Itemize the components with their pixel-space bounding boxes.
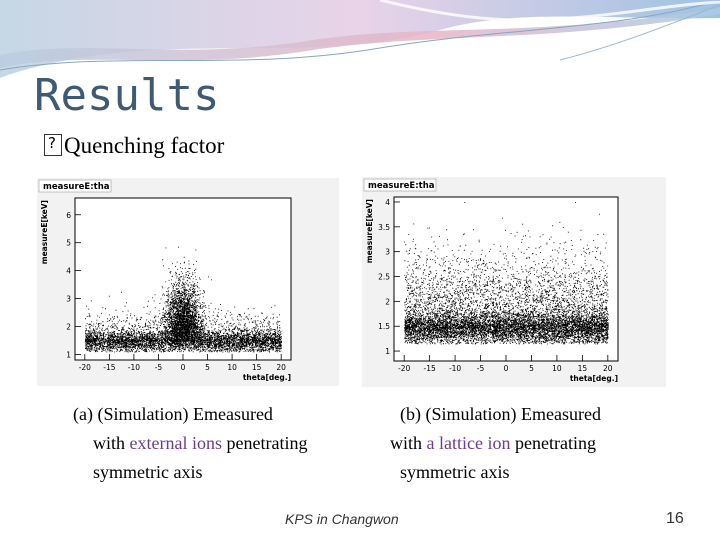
x-axis-label: theta[deg.]	[570, 374, 618, 383]
caption-right-line3: symmetric axis	[400, 462, 510, 482]
y-axis-label: measureE[keV]	[40, 200, 49, 264]
x-axis-label: theta[deg.]	[243, 373, 291, 382]
x-tick-label: -20	[398, 364, 410, 373]
x-tick-label: -5	[477, 364, 485, 373]
caption-right-line1: (b) (Simulation) Emeasured	[400, 404, 601, 424]
y-tick-label: 2	[385, 297, 390, 306]
x-tick-label: 20	[276, 363, 286, 372]
x-tick-label: 10	[227, 363, 237, 372]
x-tick-label: 0	[181, 363, 186, 372]
scatter-points	[404, 202, 609, 345]
x-tick-label: -20	[79, 363, 91, 372]
y-tick-label: 4	[385, 198, 390, 207]
caption-left-line3: symmetric axis	[93, 462, 203, 482]
page-number: 16	[666, 510, 684, 527]
y-tick-label: 5	[66, 239, 71, 248]
caption-right: (b) (Simulation) Emeasured with a lattic…	[390, 400, 601, 487]
y-tick-label: 4	[66, 267, 71, 276]
y-tick-label: 6	[66, 211, 71, 220]
bullet-text: Quenching factor	[64, 133, 225, 158]
slide-title: Results	[34, 70, 220, 121]
x-tick-label: -10	[449, 364, 461, 373]
x-tick-label: 15	[578, 364, 588, 373]
caption-left: (a) (Simulation) Emeasured with external…	[73, 400, 307, 487]
plot-title: measureE:tha	[368, 181, 435, 191]
header-swoosh-banner	[0, 0, 720, 78]
bullet-item: Quenching factor	[44, 133, 224, 159]
plot-title-box	[38, 179, 112, 193]
plot-a: measureE:tha -20 -15 -10 -5 0 5 10 15 20 1 2 3 4 5 6 the…	[37, 178, 339, 386]
footer-text: KPS in Changwon	[285, 511, 399, 527]
y-tick-label: 3	[66, 295, 71, 304]
y-tick-label: 1	[66, 350, 71, 359]
plot-title: measureE:tha	[43, 182, 110, 192]
y-tick-label: 2.5	[378, 273, 390, 282]
x-tick-label: 15	[252, 363, 262, 372]
caption-left-line1: (a) (Simulation) Emeasured	[73, 404, 273, 424]
missing-glyph-bullet-icon	[44, 134, 62, 156]
scatter-points	[84, 246, 282, 353]
y-tick-label: 1	[385, 347, 390, 356]
y-tick-label: 3	[385, 248, 390, 257]
plot-title-box	[363, 178, 437, 192]
plot-b-svg: measureE:tha -20 -15 -10 -5 0 5 10 15 20 1 1.5 2 2.5 3…	[362, 177, 666, 387]
y-tick-label: 1.5	[378, 322, 390, 331]
plot-a-svg: measureE:tha -20 -15 -10 -5 0 5 10 15 20 1 2 3 4 5 6 the…	[37, 178, 339, 386]
x-tick-label: 5	[529, 364, 534, 373]
x-tick-label: -10	[128, 363, 140, 372]
y-tick-label: 3.5	[378, 223, 390, 232]
x-tick-label: 10	[552, 364, 562, 373]
x-tick-label: -15	[424, 364, 436, 373]
x-tick-label: 5	[205, 363, 210, 372]
x-tick-label: 0	[504, 364, 509, 373]
x-tick-label: 20	[603, 364, 613, 373]
plot-b: measureE:tha -20 -15 -10 -5 0 5 10 15 20 1 1.5 2 2.5 3…	[362, 177, 666, 387]
caption-right-line2: with a lattice ion penetrating	[390, 433, 596, 453]
caption-left-line2: with external ions penetrating	[93, 433, 308, 453]
x-tick-label: -15	[103, 363, 115, 372]
caption-left-highlight: external ions	[129, 433, 222, 453]
x-tick-label: -5	[155, 363, 163, 372]
y-tick-label: 2	[66, 322, 71, 331]
caption-right-highlight: a lattice ion	[426, 433, 511, 453]
y-axis-label: measureE[keV]	[365, 199, 374, 263]
